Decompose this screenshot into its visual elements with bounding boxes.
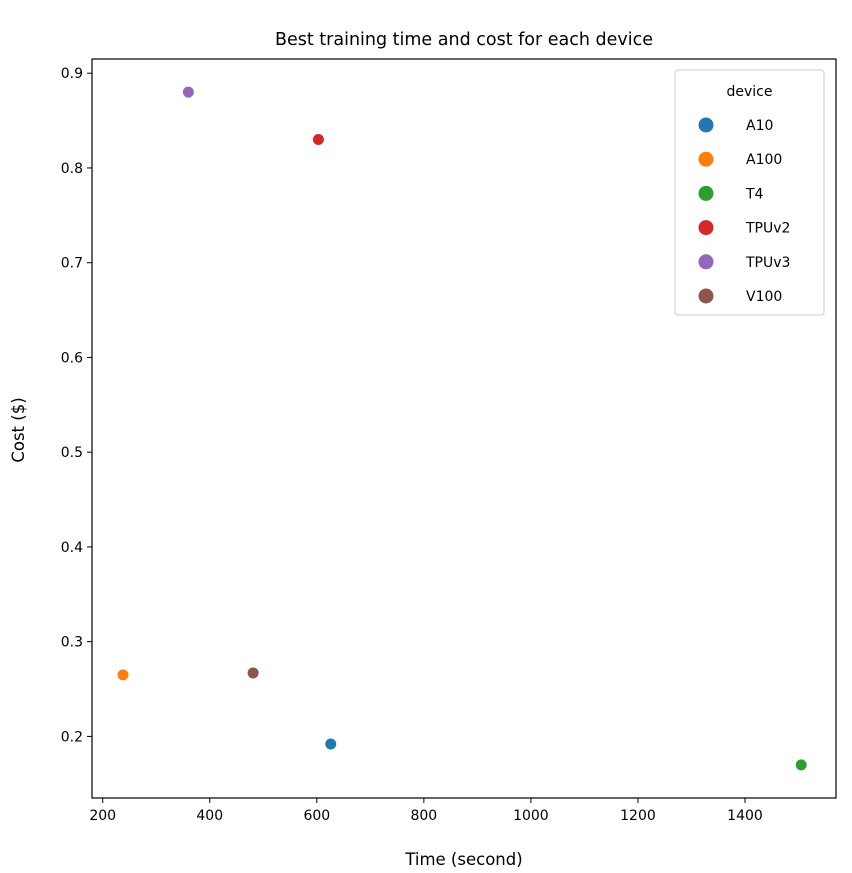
x-tick-label: 200 [89,808,116,824]
y-tick-label: 0.7 [61,256,83,272]
data-point-a10 [325,738,337,750]
y-tick-label: 0.3 [61,635,83,651]
x-tick-label: 800 [410,808,437,824]
data-point-a100 [117,669,129,681]
legend-marker-v100 [698,288,714,304]
y-tick-label: 0.5 [61,445,83,461]
data-point-t4 [795,759,807,771]
y-tick-label: 0.6 [61,350,83,366]
x-tick-label: 1000 [513,808,549,824]
legend-marker-t4 [698,185,714,201]
plot-frame [91,58,837,799]
legend-marker-a100 [698,151,714,167]
legend-label-tpuv2: TPUv2 [745,221,790,237]
x-tick-label: 400 [196,808,223,824]
data-point-v100 [247,667,259,679]
y-tick-label: 0.4 [61,540,83,556]
x-tick-label: 600 [303,808,330,824]
legend-label-v100: V100 [746,289,782,305]
legend-label-t4: T4 [745,186,764,202]
y-tick-label: 0.9 [61,66,83,82]
chart-title: Best training time and cost for each dev… [275,30,653,50]
legend-label-a10: A10 [746,118,773,134]
legend: device A10 A100 T4 TPUv2 TPUv3 V100 [674,69,825,316]
legend-box [674,69,825,316]
legend-marker-tpuv2 [698,220,714,236]
y-tick-label: 0.8 [61,161,83,177]
x-tick-label: 1200 [620,808,656,824]
x-tick-label: 1400 [727,808,763,824]
y-tick-label: 0.2 [61,729,83,745]
legend-label-tpuv3: TPUv3 [745,255,790,271]
plot-area: 200 400 600 800 1000 1200 1400 0.2 0.3 0.4 0.5 0.6 0… [61,58,837,824]
legend-title: device [727,84,773,100]
x-axis-label: Time (second) [404,850,522,869]
data-point-tpuv2 [312,134,324,146]
legend-label-a100: A100 [746,152,782,168]
legend-marker-a10 [698,117,714,133]
data-point-tpuv3 [182,86,194,98]
legend-marker-tpuv3 [698,254,714,270]
y-axis-label: Cost ($) [9,397,28,462]
